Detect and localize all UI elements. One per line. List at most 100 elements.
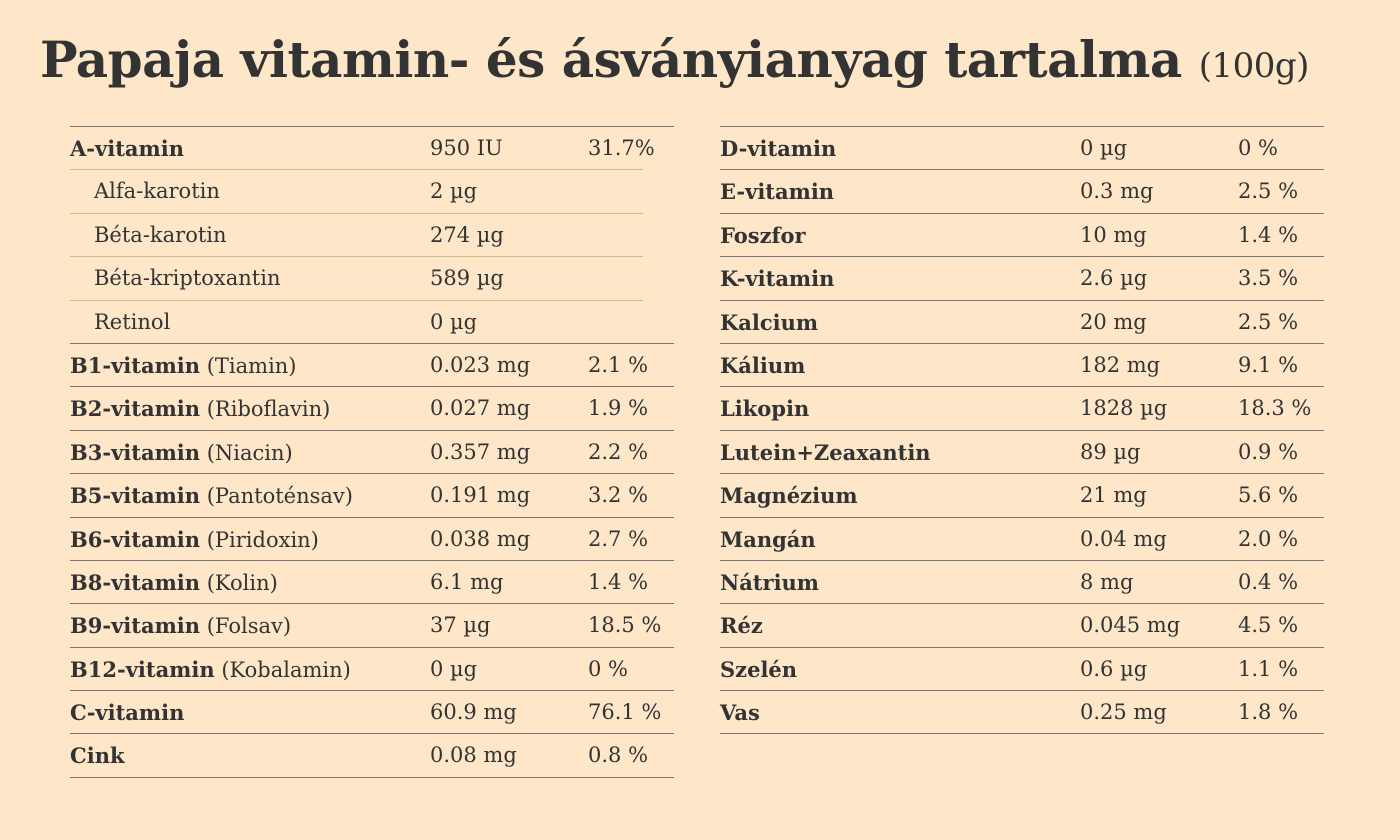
- nutrient-name-cell: Vas: [720, 691, 760, 735]
- nutrient-amount: 37 µg: [430, 613, 491, 638]
- nutrient-amount: 0 µg: [430, 656, 478, 681]
- nutrient-row: Mangán 0.04 mg 2.0 %: [720, 518, 1324, 561]
- nutrient-name: Kalcium: [720, 309, 819, 335]
- nutrient-alias: (Riboflavin): [206, 397, 331, 422]
- nutrient-daily-percent: 18.5 %: [588, 613, 662, 638]
- nutrient-row: Vas 0.25 mg 1.8 %: [720, 691, 1324, 735]
- nutrient-alias: (Kolin): [206, 570, 278, 595]
- nutrient-amount: 2.6 µg: [1080, 266, 1148, 291]
- nutrient-daily-percent: 3.5 %: [1238, 266, 1299, 291]
- nutrient-name-cell: B2-vitamin (Riboflavin): [70, 387, 330, 431]
- nutrient-daily-percent: 1.8 %: [1238, 700, 1299, 725]
- nutrient-name-cell: Réz: [720, 604, 763, 648]
- nutrient-name: Cink: [70, 743, 125, 769]
- nutrient-amount: 10 mg: [1080, 222, 1147, 247]
- nutrient-row: Nátrium 8 mg 0.4 %: [720, 561, 1324, 605]
- nutrient-row: Béta-kriptoxantin 589 µg: [70, 257, 643, 301]
- nutrient-name-cell: Béta-kriptoxantin: [94, 257, 281, 300]
- nutrient-amount: 0.3 mg: [1080, 179, 1154, 204]
- nutrient-amount: 0.191 mg: [430, 483, 531, 508]
- nutrient-amount: 589 µg: [430, 266, 504, 291]
- nutrient-amount: 0.027 mg: [430, 396, 531, 421]
- nutrient-row: Cink 0.08 mg 0.8 %: [70, 734, 674, 778]
- nutrient-alias: (Kobalamin): [221, 657, 351, 682]
- nutrient-daily-percent: 2.7 %: [588, 526, 649, 551]
- nutrient-name: B6-vitamin: [70, 526, 201, 552]
- nutrient-amount: 0.6 µg: [1080, 656, 1148, 681]
- nutrient-name: K-vitamin: [720, 266, 835, 292]
- nutrient-name-cell: Alfa-karotin: [94, 170, 220, 213]
- nutrient-name-cell: B9-vitamin (Folsav): [70, 604, 291, 648]
- nutrient-name: B12-vitamin: [70, 656, 215, 682]
- nutrient-name-cell: Likopin: [720, 387, 809, 431]
- nutrient-name-cell: Retinol: [94, 301, 170, 344]
- nutrient-name-cell: Béta-karotin: [94, 214, 227, 257]
- nutrient-name-cell: Foszfor: [720, 214, 806, 258]
- nutrient-amount: 0 µg: [1080, 136, 1128, 160]
- nutrient-daily-percent: 0 %: [588, 656, 628, 681]
- nutrient-table-right: D-vitamin 0 µg 0 % E-vitamin 0.3 mg 2.5 % Fosz…: [720, 126, 1324, 735]
- nutrient-name-cell: Kálium: [720, 344, 805, 388]
- nutrient-amount: 950 IU: [430, 136, 503, 160]
- nutrient-name-cell: B8-vitamin (Kolin): [70, 561, 278, 605]
- nutrient-row: B2-vitamin (Riboflavin) 0.027 mg 1.9 %: [70, 387, 674, 431]
- nutrient-alias: (Pantoténsav): [206, 484, 353, 509]
- nutrient-name: Béta-karotin: [94, 222, 227, 247]
- nutrient-daily-percent: 18.3 %: [1238, 396, 1312, 421]
- nutrient-daily-percent: 5.6 %: [1238, 483, 1299, 508]
- nutrient-name: B2-vitamin: [70, 396, 201, 422]
- nutrient-name: Nátrium: [720, 569, 820, 595]
- nutrient-daily-percent: 2.0 %: [1238, 526, 1299, 551]
- nutrient-daily-percent: 31.7%: [588, 136, 655, 160]
- nutrient-amount: 0.08 mg: [430, 743, 517, 768]
- nutrient-amount: 60.9 mg: [430, 700, 517, 725]
- nutrient-amount: 21 mg: [1080, 483, 1147, 508]
- nutrient-name-cell: B5-vitamin (Pantoténsav): [70, 474, 353, 518]
- nutrient-name: A-vitamin: [70, 136, 184, 161]
- nutrient-row: B6-vitamin (Piridoxin) 0.038 mg 2.7 %: [70, 518, 674, 561]
- nutrient-row: B8-vitamin (Kolin) 6.1 mg 1.4 %: [70, 561, 674, 605]
- nutrient-daily-percent: 3.2 %: [588, 483, 649, 508]
- nutrient-amount: 1828 µg: [1080, 396, 1168, 421]
- nutrient-name: B3-vitamin: [70, 439, 201, 465]
- nutrient-amount: 89 µg: [1080, 439, 1141, 464]
- nutrient-name-cell: B6-vitamin (Piridoxin): [70, 518, 319, 562]
- nutrient-row: Foszfor 10 mg 1.4 %: [720, 214, 1324, 258]
- nutrient-name-cell: Mangán: [720, 518, 816, 562]
- nutrient-name: Béta-kriptoxantin: [94, 266, 281, 291]
- nutrient-daily-percent: 1.4 %: [1238, 222, 1299, 247]
- nutrient-name: E-vitamin: [720, 179, 835, 205]
- nutrient-amount: 0 µg: [430, 309, 478, 334]
- nutrient-name: Kálium: [720, 352, 806, 378]
- nutrient-amount: 0.023 mg: [430, 352, 531, 377]
- nutrient-amount: 6.1 mg: [430, 569, 504, 594]
- nutrient-name: Lutein+Zeaxantin: [720, 439, 931, 465]
- nutrient-name-cell: B3-vitamin (Niacin): [70, 431, 293, 475]
- nutrient-name-cell: B1-vitamin (Tiamin): [70, 344, 297, 388]
- nutrient-daily-percent: 9.1 %: [1238, 352, 1299, 377]
- nutrient-row: B12-vitamin (Kobalamin) 0 µg 0 %: [70, 648, 674, 692]
- nutrient-name: B1-vitamin: [70, 352, 201, 378]
- nutrient-name-cell: Cink: [70, 734, 125, 778]
- nutrient-amount: 0.045 mg: [1080, 613, 1181, 638]
- nutrient-row: Retinol 0 µg: [70, 301, 674, 344]
- nutrient-name-cell: K-vitamin: [720, 257, 834, 301]
- page-title: Papaja vitamin- és ásványianyag tartalma…: [40, 30, 1309, 90]
- nutrient-row: A-vitamin 950 IU 31.7%: [70, 127, 655, 171]
- nutrient-name-cell: Szelén: [720, 648, 797, 692]
- nutrient-row: D-vitamin 0 µg 0 %: [720, 127, 1324, 171]
- nutrient-row: Likopin 1828 µg 18.3 %: [720, 387, 1324, 431]
- nutrient-name-cell: Lutein+Zeaxantin: [720, 431, 931, 475]
- nutrient-table-left: A-vitamin 950 IU 31.7% Alfa-karotin 2 µg Béta…: [70, 126, 674, 778]
- nutrient-name-cell: D-vitamin: [720, 127, 836, 171]
- nutrient-name: Alfa-karotin: [94, 179, 220, 204]
- nutrient-alias: (Folsav): [206, 614, 292, 639]
- nutrient-daily-percent: 1.4 %: [588, 569, 649, 594]
- nutrient-name: Foszfor: [720, 222, 806, 248]
- nutrient-row: B1-vitamin (Tiamin) 0.023 mg 2.1 %: [70, 344, 674, 388]
- nutrient-name: B5-vitamin: [70, 483, 201, 509]
- nutrient-daily-percent: 0.9 %: [1238, 439, 1299, 464]
- nutrient-daily-percent: 2.5 %: [1238, 309, 1299, 334]
- nutrient-row: Lutein+Zeaxantin 89 µg 0.9 %: [720, 431, 1324, 475]
- nutrient-name-cell: Kalcium: [720, 301, 818, 345]
